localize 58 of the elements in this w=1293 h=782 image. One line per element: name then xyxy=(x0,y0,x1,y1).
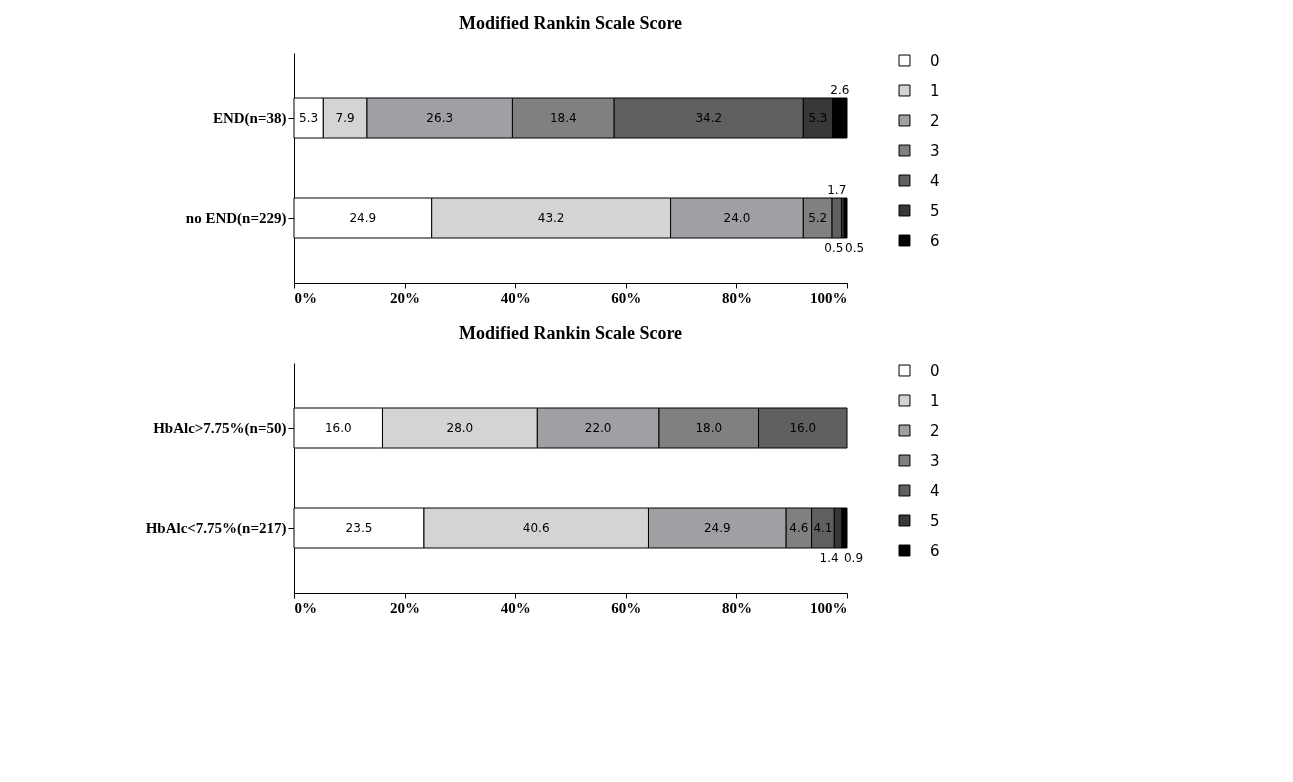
x-tick-label: 100% xyxy=(810,289,848,306)
legend-label: 1 xyxy=(930,81,940,100)
x-tick-label: 0% xyxy=(294,289,317,306)
data-label: 43.2 xyxy=(537,211,565,225)
data-label: 5.3 xyxy=(808,111,828,125)
data-label: 0.9 xyxy=(843,551,864,565)
legend-label: 4 xyxy=(930,481,940,500)
legend-label: 0 xyxy=(930,51,940,70)
y-tick-label: HbAlc<7.75%(n=217) xyxy=(145,520,287,537)
data-label: 24.0 xyxy=(723,211,751,225)
data-label: 40.6 xyxy=(522,521,550,535)
x-tick-label: 20% xyxy=(390,289,421,306)
legend-label: 5 xyxy=(930,511,940,530)
data-label: 22.0 xyxy=(584,421,612,435)
data-label: 16.0 xyxy=(789,421,817,435)
x-tick-label: 80% xyxy=(721,599,752,616)
x-tick-label: 20% xyxy=(390,599,421,616)
x-tick-label: 60% xyxy=(611,599,642,616)
data-label: 1.4 xyxy=(819,551,839,565)
legend-label: 4 xyxy=(930,171,940,190)
data-label: 26.3 xyxy=(426,111,454,125)
chart-title: Modified Rankin Scale Score xyxy=(458,13,683,33)
data-label: 34.2 xyxy=(695,111,723,125)
data-label: 4.6 xyxy=(789,521,809,535)
legend-label: 2 xyxy=(930,421,940,440)
data-label: 0.5 xyxy=(845,241,865,255)
x-tick-label: 80% xyxy=(721,289,752,306)
x-tick-label: 100% xyxy=(810,599,848,616)
data-label: 16.0 xyxy=(324,421,352,435)
legend-label: 6 xyxy=(930,231,940,250)
legend-label: 5 xyxy=(930,201,940,220)
chart-title: Modified Rankin Scale Score xyxy=(458,323,683,343)
data-label: 5.3 xyxy=(299,111,319,125)
legend-label: 3 xyxy=(930,451,940,470)
data-label: 24.9 xyxy=(703,521,731,535)
data-label: 4.1 xyxy=(813,521,833,535)
data-label: 7.9 xyxy=(335,111,355,125)
x-tick-label: 0% xyxy=(294,599,317,616)
legend-label: 2 xyxy=(930,111,940,130)
data-label: 0.5 xyxy=(824,241,844,255)
data-label: 1.7 xyxy=(827,183,847,197)
data-label: 24.9 xyxy=(349,211,377,225)
data-label: 18.4 xyxy=(549,111,577,125)
data-label: 18.0 xyxy=(695,421,723,435)
x-tick-label: 40% xyxy=(500,289,531,306)
data-label: 23.5 xyxy=(345,521,373,535)
y-tick-label: HbAlc>7.75%(n=50) xyxy=(153,420,287,437)
legend-label: 6 xyxy=(930,541,940,560)
data-label: 28.0 xyxy=(446,421,474,435)
data-label: 2.6 xyxy=(830,83,850,97)
y-tick-label: no END(n=229) xyxy=(185,210,287,227)
data-label: 5.2 xyxy=(808,211,828,225)
x-tick-label: 60% xyxy=(611,289,642,306)
x-tick-label: 40% xyxy=(500,599,531,616)
text: 0 xyxy=(930,361,940,380)
y-tick-label: END(n=38) xyxy=(212,110,287,127)
text: 1 xyxy=(930,391,940,410)
legend-label: 3 xyxy=(930,141,940,160)
